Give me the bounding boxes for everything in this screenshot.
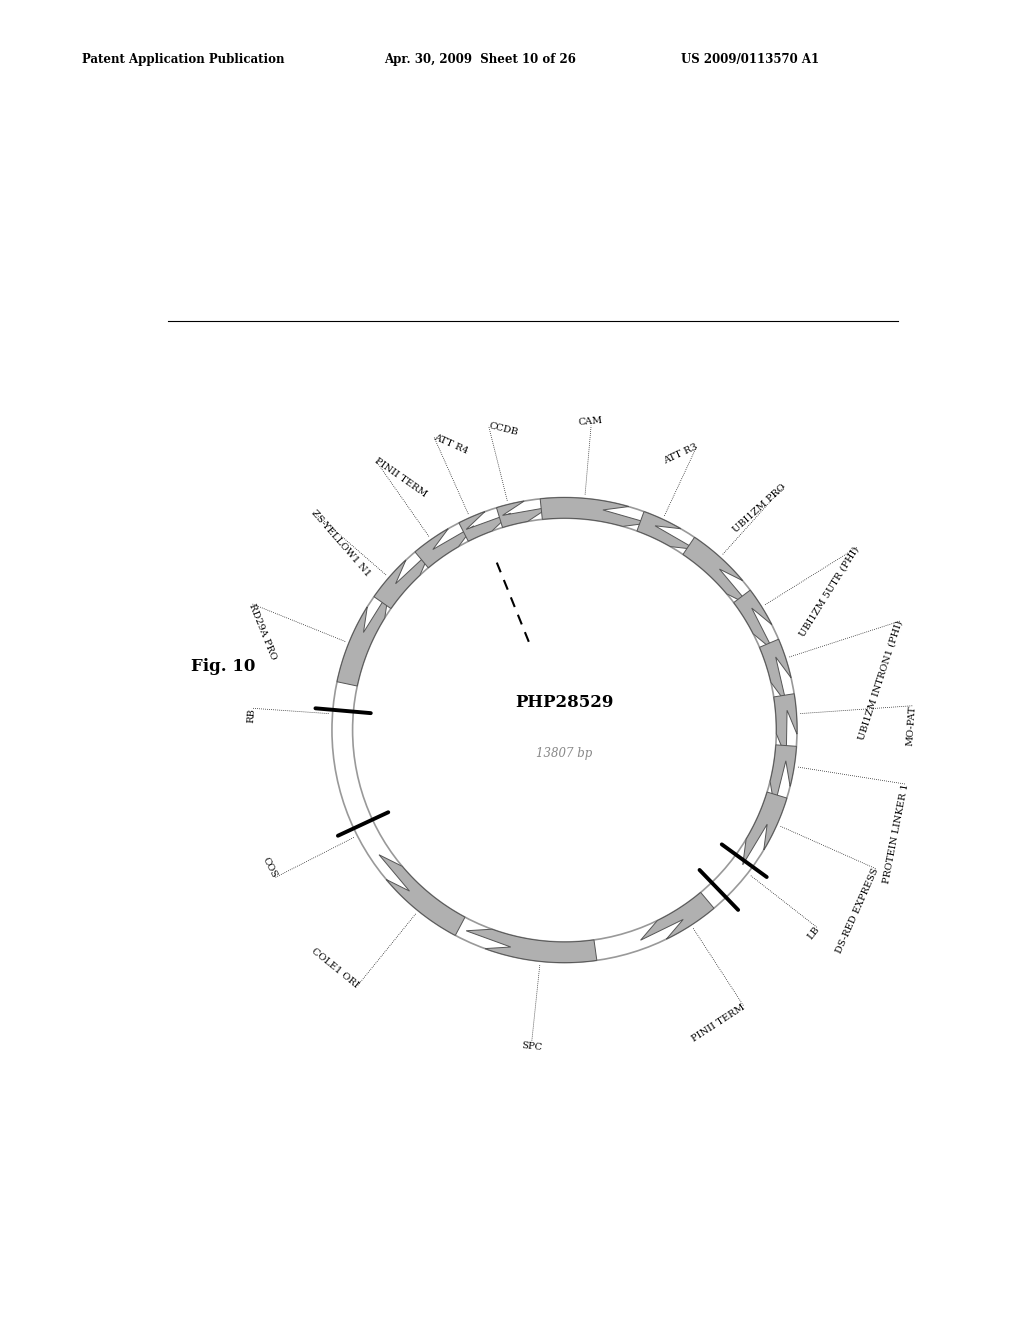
Polygon shape: [337, 593, 389, 686]
Polygon shape: [637, 512, 696, 549]
Text: RB: RB: [246, 708, 256, 723]
Text: CAM: CAM: [579, 416, 603, 426]
Text: MO-PAT: MO-PAT: [905, 705, 918, 746]
Text: PHP28529: PHP28529: [515, 694, 613, 710]
Text: 13807 bp: 13807 bp: [537, 747, 593, 760]
Text: US 2009/0113570 A1: US 2009/0113570 A1: [681, 53, 819, 66]
Polygon shape: [466, 929, 597, 962]
Polygon shape: [774, 694, 797, 758]
Polygon shape: [760, 639, 792, 704]
Text: PINII TERM: PINII TERM: [690, 1002, 746, 1044]
Text: COS: COS: [260, 857, 279, 880]
Polygon shape: [541, 498, 648, 527]
Polygon shape: [379, 855, 465, 936]
Polygon shape: [770, 744, 797, 807]
Polygon shape: [742, 792, 786, 865]
Text: DS-RED EXPRESS: DS-RED EXPRESS: [835, 867, 881, 956]
Text: ZS-YELLOW1 N1: ZS-YELLOW1 N1: [309, 508, 372, 578]
Polygon shape: [415, 525, 474, 568]
Polygon shape: [459, 512, 511, 541]
Text: CCDB: CCDB: [487, 421, 519, 437]
Text: Patent Application Publication: Patent Application Publication: [82, 53, 285, 66]
Text: COLE1 ORI: COLE1 ORI: [309, 946, 360, 990]
Text: RD29A PRO: RD29A PRO: [248, 602, 279, 661]
Text: PINII TERM: PINII TERM: [373, 457, 428, 499]
Polygon shape: [641, 892, 714, 940]
Text: Fig. 10: Fig. 10: [191, 659, 256, 675]
Polygon shape: [734, 590, 773, 651]
Polygon shape: [683, 537, 750, 606]
Text: LB: LB: [806, 925, 821, 941]
Text: ATT R4: ATT R4: [432, 433, 469, 455]
Text: SPC: SPC: [520, 1040, 542, 1052]
Polygon shape: [497, 502, 549, 528]
Text: UBI1ZM INTRON1 (PHI): UBI1ZM INTRON1 (PHI): [857, 619, 904, 742]
Text: ATT R3: ATT R3: [662, 442, 698, 466]
Text: Apr. 30, 2009  Sheet 10 of 26: Apr. 30, 2009 Sheet 10 of 26: [384, 53, 575, 66]
Text: PROTEIN LINKER 1: PROTEIN LINKER 1: [882, 783, 910, 884]
Polygon shape: [374, 552, 430, 609]
Text: UBI1ZM PRO: UBI1ZM PRO: [731, 482, 787, 535]
Text: UBI1ZM 5UTR (PHI): UBI1ZM 5UTR (PHI): [798, 545, 861, 638]
